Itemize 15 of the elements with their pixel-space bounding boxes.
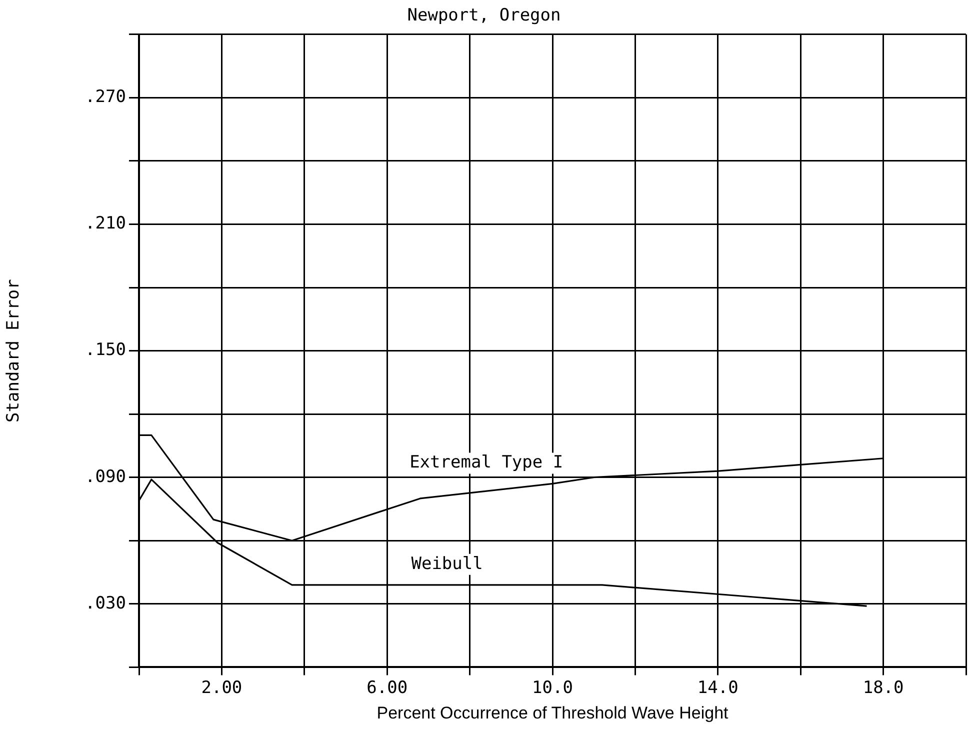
series-label: Weibull bbox=[411, 554, 483, 574]
series-label: Extremal Type I bbox=[410, 452, 564, 473]
chart-title: Newport, Oregon bbox=[407, 6, 561, 26]
y-tick-label: .030 bbox=[85, 593, 126, 614]
x-tick-label: 10.0 bbox=[532, 678, 573, 698]
x-tick-label: 2.00 bbox=[201, 678, 242, 698]
y-tick-label: .090 bbox=[85, 466, 126, 487]
x-tick-label: 18.0 bbox=[862, 678, 904, 698]
x-tick-label: 14.0 bbox=[697, 678, 738, 698]
y-axis-title: Standard Error bbox=[4, 279, 24, 422]
y-tick-label: .210 bbox=[85, 214, 126, 234]
y-tick-label: .150 bbox=[85, 340, 126, 360]
y-tick-label: .270 bbox=[85, 87, 126, 108]
x-tick-label: 6.00 bbox=[366, 678, 408, 698]
x-axis-title: Percent Occurrence of Threshold Wave Height bbox=[376, 703, 729, 722]
